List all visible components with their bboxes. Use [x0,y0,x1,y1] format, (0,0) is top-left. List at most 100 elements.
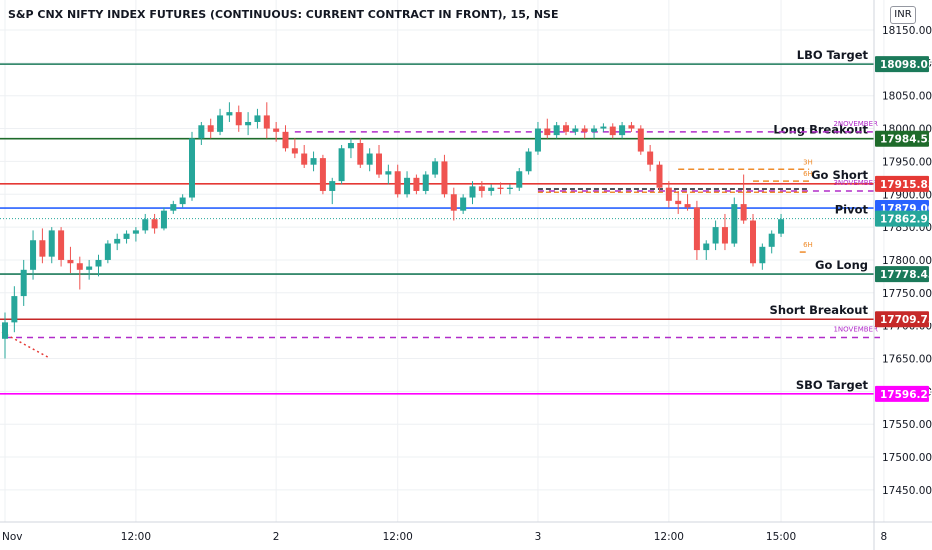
candle-body [628,125,635,129]
candle-body [114,238,121,244]
candle-body [497,187,504,189]
candle-body [478,186,485,191]
candle-body [189,138,195,198]
price-tag [875,56,929,73]
candle-body [366,153,373,165]
x-tick-label: 12:00 [121,531,151,543]
candle-body [273,128,280,132]
price-tag-label: 17596.25 [880,389,932,401]
candle-body [778,219,785,234]
price-tag [875,175,929,192]
x-tick-label: 12:00 [654,531,684,543]
price-tag-label: 17778.45 [880,269,932,281]
x-tick-label: 15:00 [766,531,796,543]
candle-body [534,128,541,152]
candle-body [553,125,560,136]
chart-grid [0,0,885,522]
price-tag-label: 17915.85 [880,179,932,191]
candle-body [67,259,74,264]
price-tag-label: 17984.55 [880,134,932,146]
price-tag-label: 17709.75 [880,314,932,326]
candle-body [469,186,476,198]
candle-body [703,243,710,251]
candle-body [656,164,663,188]
y-tick-label: 17900.00 [882,189,932,201]
candle-body [76,263,83,270]
candle-body [104,243,111,260]
price-tag [875,311,929,328]
candle-body [385,171,392,175]
candle-body [347,143,354,149]
x-tick-label: 12:00 [383,531,413,543]
candle-body [609,126,616,136]
candle-body [731,204,738,244]
candle-body [460,197,467,211]
candles [2,102,785,359]
trend-line [1,331,49,358]
candle-body [86,266,93,270]
candle-body [591,128,598,132]
candle-body [441,161,448,195]
candle-body [413,177,420,191]
y-tick-label: 17550.00 [882,419,932,431]
candle-body [310,158,317,165]
level-label: Go Long [815,258,868,272]
candle-body [516,171,523,188]
candle-body [48,230,55,257]
level-label: Pivot [835,203,869,217]
candle-body [488,187,495,191]
x-tick-label: 2 [273,531,280,543]
candle-body [329,181,336,191]
candle-body [665,187,672,201]
candle-body [581,128,588,132]
candle-body [142,219,149,231]
candle-body [684,204,691,208]
level-label: Short Breakout [770,303,869,317]
candle-body [544,128,551,136]
chart-title: S&P CNX NIFTY INDEX FUTURES (CONTINUOUS:… [8,8,559,21]
candle-body [432,161,439,175]
day-line-note: 1NOVEMBER [833,325,878,333]
candle-body [404,177,411,195]
candle-body [740,204,747,221]
candle-body [198,125,205,139]
y-tick-label: 17950.00 [882,156,932,168]
candle-body [132,230,139,234]
y-tick-label: 17750.00 [882,288,932,300]
candle-body [263,115,270,129]
candle-body [217,115,224,132]
level-label: SBO Target [796,378,869,392]
candle-body [254,115,261,122]
price-tag [875,266,929,283]
candle-body [319,158,326,191]
candle-body [11,296,18,323]
candle-body [245,121,252,126]
candle-body [637,128,644,152]
candle-body [450,194,457,211]
price-tag [875,385,929,402]
x-tick-label: 8 [881,531,888,543]
candle-body [675,200,682,205]
y-tick-label: 17500.00 [882,452,932,464]
candle-body [600,126,607,129]
candle-body [394,171,401,195]
y-tick-label: 17800.00 [882,255,932,267]
candle-body [338,148,345,182]
price-tags: 18098.0517984.5517915.8517879.0017862.95… [875,56,932,402]
candle-body [235,112,242,126]
candle-body [619,125,626,136]
candle-body [151,219,158,229]
candle-body [170,204,177,211]
currency-button[interactable]: INR [890,6,916,24]
candle-body [20,269,27,297]
day-line-note: 2NOVEMBER [833,120,878,128]
candle-body [291,148,298,154]
candle-body [647,151,654,165]
level-label: LBO Target [797,48,869,62]
candle-body [563,125,569,132]
candle-body [123,233,130,239]
candle-body [376,153,382,175]
candle-body [712,227,719,244]
y-tick-label: 18050.00 [882,91,932,103]
